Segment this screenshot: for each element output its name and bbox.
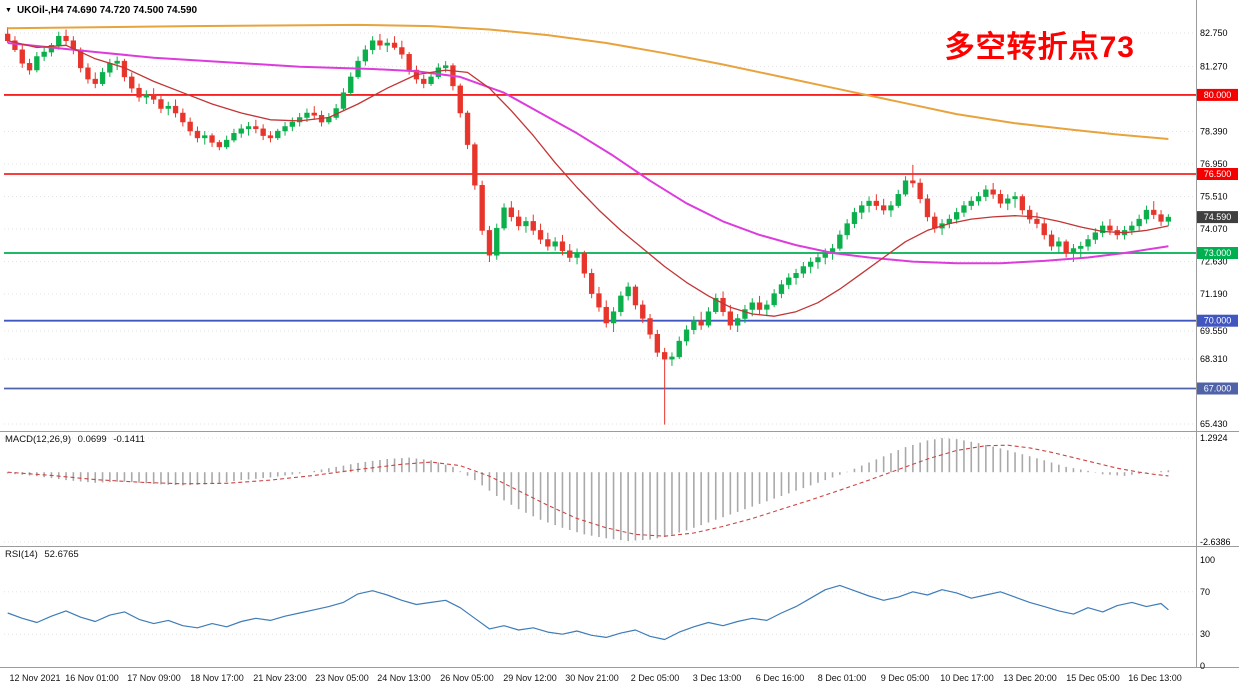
price-axis-label: 74.070: [1200, 224, 1228, 234]
price-badge-text: 76.500: [1204, 169, 1232, 179]
time-axis-label: 15 Dec 05:00: [1066, 673, 1120, 683]
time-axis-label: 16 Nov 01:00: [65, 673, 119, 683]
price-axis-label: 76.950: [1200, 159, 1228, 169]
price-badge-70.000: [1197, 314, 1238, 327]
price-badge-73.000: [1197, 247, 1238, 259]
price-badge-74.590: [1197, 211, 1238, 224]
time-axis-label: 17 Nov 09:00: [127, 673, 181, 683]
price-gridlines: [4, 32, 1196, 425]
price-axis-label: 71.190: [1200, 289, 1228, 299]
time-axis-label: 29 Nov 12:00: [503, 673, 557, 683]
price-badge-text: 70.000: [1204, 316, 1232, 326]
price-badge-text: 67.000: [1204, 384, 1232, 394]
rsi-pane[interactable]: 100 70 30 0: [4, 555, 1215, 671]
rsi-axis-label: 70: [1200, 587, 1210, 597]
price-axis-label: 81.270: [1200, 61, 1228, 71]
time-axis-label: 3 Dec 13:00: [693, 673, 742, 683]
price-badge-80.000: [1197, 88, 1238, 101]
price-axis: 82.750 81.270 78.390 76.950 75.510 74.070 72.6…: [1200, 28, 1228, 429]
price-badge-text: 80.000: [1204, 90, 1232, 100]
time-axis-label: 26 Nov 05:00: [440, 673, 494, 683]
macd-axis-min: -2.6386: [1200, 537, 1231, 547]
time-axis-label: 23 Nov 05:00: [315, 673, 369, 683]
price-axis-label: 65.430: [1200, 419, 1228, 429]
candlestick-series[interactable]: [4, 27, 1172, 425]
panel-separators: [0, 0, 1239, 668]
ma-line-fast: [7, 40, 1169, 317]
ma-line-medium: [7, 42, 1169, 265]
ma-line-slow: [7, 23, 1169, 140]
macd-signal-line: [7, 444, 1169, 537]
time-axis-label: 30 Nov 21:00: [565, 673, 619, 683]
time-axis-label: 16 Dec 13:00: [1128, 673, 1182, 683]
price-badge-text: 73.000: [1204, 248, 1232, 258]
price-axis-label: 75.510: [1200, 191, 1228, 201]
time-axis-label: 8 Dec 01:00: [818, 673, 867, 683]
time-axis[interactable]: 12 Nov 2021 16 Nov 01:00 17 Nov 09:00 18 No…: [9, 673, 1181, 683]
time-axis-label: 24 Nov 13:00: [377, 673, 431, 683]
time-axis-label: 12 Nov 2021: [9, 673, 60, 683]
time-axis-label: 9 Dec 05:00: [881, 673, 930, 683]
time-axis-label: 13 Dec 20:00: [1003, 673, 1057, 683]
time-axis-label: 10 Dec 17:00: [940, 673, 994, 683]
horizontal-level-lines[interactable]: [4, 94, 1196, 390]
rsi-axis-label: 30: [1200, 629, 1210, 639]
price-axis-label: 82.750: [1200, 28, 1228, 38]
price-badge-76.500: [1197, 168, 1238, 180]
price-axis-label: 72.630: [1200, 256, 1228, 266]
price-axis-label: 68.310: [1200, 354, 1228, 364]
macd-pane[interactable]: 1.2924 -2.6386: [4, 433, 1231, 547]
time-axis-label: 2 Dec 05:00: [631, 673, 680, 683]
rsi-axis-label: 0: [1200, 661, 1205, 671]
price-axis-label: 69.550: [1200, 326, 1228, 336]
rsi-axis-label: 100: [1200, 555, 1215, 565]
time-axis-label: 18 Nov 17:00: [190, 673, 244, 683]
price-badge-67.000: [1197, 382, 1238, 395]
price-badge-text: 74.590: [1204, 212, 1232, 222]
macd-axis-max: 1.2924: [1200, 433, 1228, 443]
price-axis-label: 78.390: [1200, 126, 1228, 136]
macd-histogram: [6, 438, 1170, 541]
price-badges: 80.000 76.500 73.000 70.000 67.000 74.590: [1197, 88, 1238, 395]
time-axis-label: 6 Dec 16:00: [756, 673, 805, 683]
time-axis-label: 21 Nov 23:00: [253, 673, 307, 683]
rsi-line: [7, 584, 1169, 641]
